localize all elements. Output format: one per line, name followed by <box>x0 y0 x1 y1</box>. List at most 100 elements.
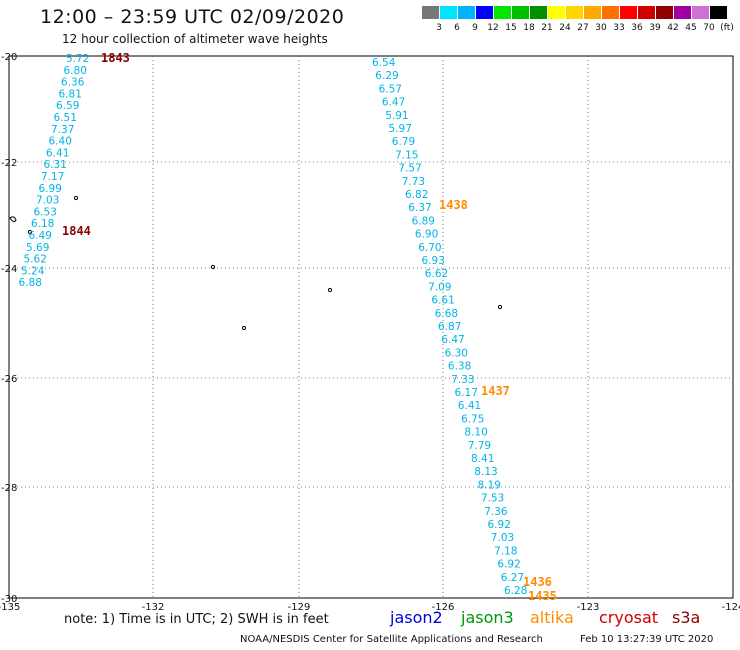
left-track-value: 5.24 <box>21 265 45 277</box>
right-track-value: 6.54 <box>372 57 396 69</box>
x-tick-label: -123 <box>577 602 600 613</box>
legend-swatch <box>548 6 565 19</box>
y-tick-label: -22 <box>1 158 17 169</box>
satellite-label-cryosat: cryosat <box>599 608 659 627</box>
legend-swatch <box>656 6 673 19</box>
legend-swatch <box>458 6 475 19</box>
legend-label: 27 <box>577 23 589 33</box>
legend-swatch <box>512 6 529 19</box>
right-track-value: 6.82 <box>405 189 428 201</box>
right-track-value: 6.93 <box>422 255 445 267</box>
right-track-value: 6.17 <box>455 387 478 399</box>
legend-swatch <box>584 6 601 19</box>
legend-swatch <box>422 6 439 19</box>
legend-label: 18 <box>523 23 535 33</box>
legend-swatch <box>710 6 727 19</box>
satellite-label-jason2: jason2 <box>390 608 443 627</box>
x-tick-label: -135 <box>0 602 20 613</box>
time-label: 1437 <box>481 384 510 398</box>
generated-timestamp: Feb 10 13:27:39 UTC 2020 <box>580 634 714 645</box>
page-title: 12:00 – 23:59 UTC 02/09/2020 <box>40 6 345 28</box>
right-track-value: 6.75 <box>461 413 484 425</box>
legend-swatch <box>674 6 691 19</box>
time-label: 1436 <box>523 575 552 589</box>
left-track-value: 6.36 <box>61 77 85 89</box>
legend-swatch <box>602 6 619 19</box>
legend-swatch <box>620 6 637 19</box>
right-track-value: 7.09 <box>428 281 451 293</box>
time-label: 1435 <box>528 589 557 603</box>
time-label: 1843 <box>101 51 130 65</box>
left-track-value: 5.69 <box>26 242 49 254</box>
y-tick-label: -20 <box>1 52 17 63</box>
island-marker <box>27 229 33 235</box>
y-tick-label: -24 <box>1 264 17 275</box>
legend-swatch <box>440 6 457 19</box>
legend-label: 24 <box>559 23 571 33</box>
legend-label: 9 <box>472 23 478 33</box>
right-track-value: 6.57 <box>379 83 402 95</box>
time-label: 1438 <box>439 198 468 212</box>
legend-label: 70 <box>703 23 715 33</box>
legend-swatch <box>494 6 511 19</box>
y-tick-label: -26 <box>1 374 17 385</box>
left-track-value: 6.88 <box>19 277 42 289</box>
right-track-value: 6.41 <box>458 400 481 412</box>
legend-label: (ft) <box>720 23 734 33</box>
island-outline <box>9 216 17 223</box>
island-marker <box>327 287 333 293</box>
time-label: 1844 <box>62 224 91 238</box>
right-track-value: 7.36 <box>484 506 508 518</box>
left-track-value: 7.03 <box>36 195 59 207</box>
credit-line: NOAA/NESDIS Center for Satellite Applica… <box>240 634 543 645</box>
y-tick-label: -28 <box>1 483 17 494</box>
right-track-value: 7.18 <box>494 545 517 557</box>
legend-swatch <box>638 6 655 19</box>
left-track-value: 6.80 <box>64 65 87 77</box>
right-track-value: 8.13 <box>474 466 497 478</box>
legend-label: 12 <box>487 23 499 33</box>
left-track-value: 6.41 <box>46 147 69 159</box>
right-track-value: 7.53 <box>481 493 504 505</box>
right-track-value: 7.33 <box>451 374 474 386</box>
x-tick-label: -124 <box>722 602 740 613</box>
left-track-value: 5.72 <box>66 53 89 65</box>
right-track-value: 8.19 <box>478 479 501 491</box>
right-track-value: 7.73 <box>402 176 425 188</box>
legend-label: 30 <box>595 23 607 33</box>
right-track-value: 8.10 <box>464 427 487 439</box>
right-track-value: 6.68 <box>435 308 458 320</box>
left-track-value: 7.17 <box>41 171 64 183</box>
satellite-label-altika: altika <box>530 608 574 627</box>
right-track-value: 6.89 <box>412 215 435 227</box>
left-track-value: 6.53 <box>34 206 57 218</box>
island-marker <box>241 325 247 331</box>
left-track-value: 6.31 <box>44 159 67 171</box>
right-track-value: 7.15 <box>395 149 418 161</box>
left-track-value: 6.99 <box>39 183 62 195</box>
x-tick-label: -129 <box>288 602 311 613</box>
right-track-value: 6.29 <box>375 70 398 82</box>
right-track-value: 7.03 <box>491 532 514 544</box>
right-track-value: 6.87 <box>438 321 461 333</box>
right-track-value: 6.90 <box>415 229 438 241</box>
right-track-value: 6.92 <box>488 519 511 531</box>
island-marker <box>497 304 503 310</box>
legend-label: 33 <box>613 23 625 33</box>
right-track-value: 6.28 <box>504 585 527 597</box>
left-track-value: 6.49 <box>29 230 52 242</box>
color-legend: 3 6 9 12 15 18 21 24 27 30 33 36 39 42 45 70 (ft) <box>422 6 734 36</box>
left-track-value: 6.18 <box>31 218 54 230</box>
left-track-value: 6.40 <box>49 136 72 148</box>
right-track-value: 6.79 <box>392 136 415 148</box>
satellite-label-s3a: s3a <box>672 608 701 627</box>
legend-label: 45 <box>685 23 697 33</box>
page-subtitle: 12 hour collection of altimeter wave hei… <box>62 32 328 46</box>
footer-note: note: 1) Time is in UTC; 2) SWH is in fe… <box>64 612 329 627</box>
plot-frame <box>8 55 734 599</box>
legend-swatch <box>566 6 583 19</box>
legend-swatch <box>476 6 493 19</box>
legend-label: 15 <box>505 23 517 33</box>
legend-label: 6 <box>454 23 460 33</box>
